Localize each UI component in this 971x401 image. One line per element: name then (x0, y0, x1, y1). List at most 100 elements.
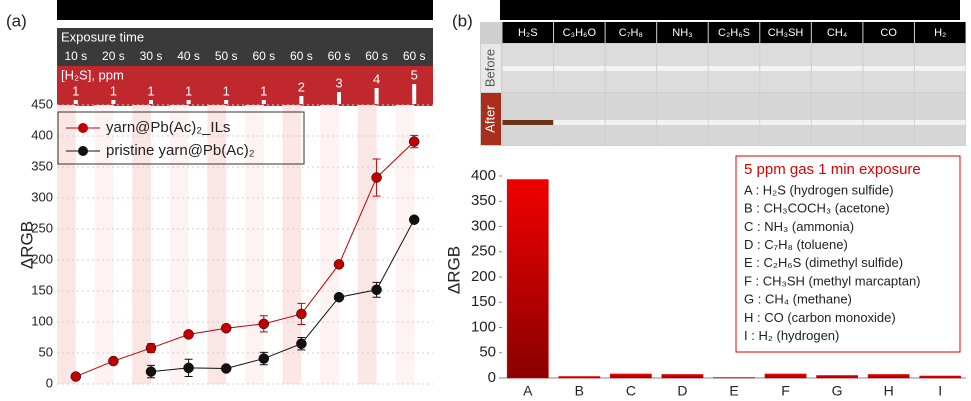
ppm-header (57, 66, 433, 106)
point (145, 366, 157, 377)
gas-header (657, 22, 708, 43)
ppm-marker (111, 100, 116, 104)
legend-item: G : CH₄ (methane) (744, 292, 852, 307)
y-tick-label: 250 (471, 243, 496, 260)
legend-item: D : C₇H₈ (toluene) (744, 237, 848, 252)
legend-item: E : C₂H₆S (dimethyl sulfide) (744, 255, 903, 270)
row-label-bg (481, 93, 501, 145)
bar (764, 373, 807, 379)
y-tick-label: 450 (31, 96, 53, 111)
bar (506, 179, 549, 379)
gas-label: CH₄ (827, 27, 848, 39)
ppm-marker (412, 84, 417, 104)
time-header (57, 28, 433, 66)
bar (867, 374, 910, 379)
column-stripe (320, 105, 339, 384)
gas-label: CO (880, 27, 897, 39)
y-axis-label: ΔRGB (17, 221, 36, 269)
ppm-title: [H₂S], ppm (61, 67, 124, 82)
ppm-label: 1 (147, 83, 154, 98)
column-stripe (94, 105, 114, 384)
x-tick-label: 60 s (328, 49, 351, 63)
ppm-marker (261, 100, 266, 104)
bar (558, 376, 601, 379)
legend-item: H : CO (carbon monoxide) (744, 310, 896, 325)
point (333, 259, 345, 270)
row-label: Before (482, 49, 497, 87)
photo-after (811, 93, 863, 145)
x-tick-label: I (938, 383, 942, 399)
column-stripe (357, 105, 377, 384)
gas-label: H₂S (518, 27, 538, 39)
yarn (708, 120, 760, 125)
legend-label: yarn@Pb(Ac)₂_ILs (106, 119, 230, 136)
x-tick-label: F (781, 383, 790, 399)
point (296, 338, 307, 349)
legend-item: F : CH₃SH (methyl marcaptan) (744, 273, 921, 288)
yarn (811, 120, 863, 125)
gas-header (554, 22, 605, 43)
y-tick-label: 250 (31, 220, 53, 235)
yarn (863, 120, 914, 125)
ppm-label: 1 (72, 83, 79, 98)
x-tick-label: 50 s (215, 49, 238, 63)
point (371, 172, 382, 183)
top-bar (500, 0, 960, 20)
yarn (708, 66, 760, 71)
legend-item: C : NH₃ (ammonia) (744, 219, 854, 234)
y-tick-label: 150 (31, 282, 53, 297)
point (258, 353, 270, 364)
row-label: After (482, 105, 497, 133)
point (408, 214, 420, 225)
yarn (502, 120, 554, 125)
y-tick-label: 50 (39, 344, 53, 359)
panel-label: (a) (6, 11, 27, 30)
bar (661, 374, 704, 379)
point (296, 308, 307, 320)
photo-after (863, 93, 914, 145)
legend-marker (78, 146, 88, 156)
x-tick-label: A (523, 383, 533, 399)
x-tick-label: 10 s (64, 49, 87, 63)
column-stripe (169, 105, 189, 384)
y-tick-label: 100 (471, 318, 496, 335)
x-tick-label: 60 s (252, 49, 275, 63)
yarn (914, 66, 966, 71)
ppm-label: 1 (260, 83, 267, 98)
yarn (657, 120, 708, 125)
legend-box (735, 155, 961, 353)
gas-header (863, 22, 914, 43)
gas-header (708, 22, 760, 43)
x-tick-label: G (832, 383, 843, 399)
x-tick-label: 30 s (140, 49, 163, 63)
x-tick-label: 60 s (290, 49, 313, 63)
point (145, 342, 157, 354)
column-stripe (395, 105, 415, 384)
gas-header (502, 22, 554, 43)
gas-header (811, 22, 863, 43)
x-tick-label: E (729, 383, 738, 399)
ppm-marker (224, 100, 229, 104)
point (108, 355, 119, 367)
panel-label: (b) (452, 11, 473, 30)
ppm-label: 2 (298, 79, 305, 94)
y-tick-label: 0 (46, 375, 53, 390)
point (371, 284, 382, 296)
ppm-marker (73, 100, 78, 104)
gas-header (605, 22, 657, 43)
point (70, 371, 82, 382)
gas-label: C₂H₆S (718, 27, 750, 39)
photo-after (657, 93, 708, 145)
y-tick-label: 50 (479, 344, 496, 361)
legend-marker (78, 123, 88, 133)
x-tick-label: D (677, 383, 687, 399)
point (220, 322, 232, 334)
legend-title: 5 ppm gas 1 min exposure (744, 161, 921, 178)
ppm-marker (186, 100, 191, 104)
x-tick-label: 60 s (403, 49, 426, 63)
photo-after (760, 93, 811, 145)
y-tick-label: 400 (471, 167, 496, 184)
legend-item: A : H₂S (hydrogen sulfide) (744, 182, 894, 197)
point (258, 318, 270, 330)
top-bar (57, 0, 433, 20)
